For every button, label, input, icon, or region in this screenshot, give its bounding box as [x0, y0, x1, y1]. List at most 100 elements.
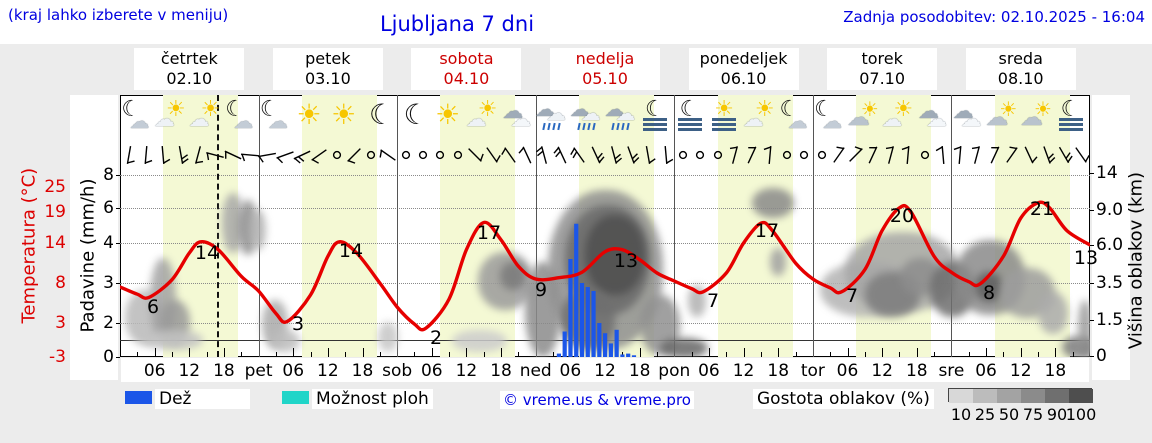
day-abbr-label: ned: [519, 361, 552, 381]
hour-tick: [656, 352, 658, 357]
rain-bar: [591, 291, 596, 357]
fog-line: [1058, 123, 1083, 126]
hour-tick: [553, 352, 555, 357]
hour-label: 18: [490, 361, 512, 381]
temperature-label: 17: [476, 222, 502, 244]
hour-tick: [899, 352, 901, 357]
rain-bar: [556, 353, 562, 357]
hour-tick: [847, 348, 849, 357]
temp-axis-title: Temperatura (°C): [18, 167, 40, 324]
density-tick-label: 25: [974, 405, 996, 424]
raindrop-mark: [626, 122, 631, 131]
day-abbr-label: sob: [382, 361, 413, 381]
wind-barb-icon: [664, 145, 673, 165]
sun-icon: ☀: [293, 99, 329, 135]
temperature-label: 2: [429, 327, 443, 349]
cloud-blob: [770, 248, 786, 276]
rain-swatch: [125, 391, 152, 404]
icon-part: ☁: [846, 105, 870, 131]
icon-part: ☾: [403, 98, 429, 131]
temperature-curve: [120, 200, 1090, 332]
hour-label: 12: [178, 361, 201, 381]
icon-part: ☁: [881, 107, 903, 131]
axis-tick: [1090, 320, 1094, 321]
day-date: 08.10: [997, 69, 1044, 88]
wind-barb-icon: [885, 146, 894, 164]
icon-part: ☀: [999, 97, 1018, 121]
temp-tick-label: 25: [44, 177, 66, 197]
axis-tick: [116, 208, 120, 209]
raindrop-mark: [616, 122, 621, 131]
wind-barb-icon: [1058, 146, 1073, 164]
day-abbr-label: sre: [938, 361, 965, 381]
wind-barb-icon: [275, 151, 294, 164]
rain-cloud-icon: ☁ ☁: [604, 99, 640, 135]
hour-label: 12: [732, 361, 755, 381]
icon-part: ☀: [860, 97, 879, 121]
cloud-blob: [752, 188, 794, 218]
wind-barb-icon: [346, 148, 361, 164]
hour-label: 06: [698, 361, 720, 381]
calm-wind-icon: [332, 150, 341, 160]
icon-part: ☁: [546, 101, 567, 125]
icon-part: ☁: [926, 107, 948, 131]
icon-part: ☀: [165, 97, 186, 122]
calm-wind-icon: [678, 150, 688, 160]
temperature-label: 9: [534, 279, 548, 301]
icon-part: ☁: [742, 107, 764, 131]
axis-tick: [1090, 173, 1094, 174]
day-abbr-label: pon: [658, 361, 691, 381]
wind-barb-icon: [293, 150, 311, 164]
hour-tick: [431, 348, 433, 357]
icon-part: ☁: [267, 109, 288, 133]
cloud-blob: [1080, 338, 1090, 357]
axis-tick: [1090, 245, 1094, 246]
temp-tick-label: 14: [44, 233, 66, 253]
copyright-link[interactable]: © vreme.us & vreme.pro: [500, 391, 694, 409]
icon-part: ☾: [368, 98, 394, 131]
density-cell: [997, 389, 1021, 403]
temperature-label: 6: [146, 296, 160, 318]
now-line: [217, 95, 220, 357]
hour-tick: [830, 352, 832, 357]
calm-wind-icon: [696, 150, 705, 160]
density-tick-label: 75: [1022, 405, 1044, 424]
day-name: ponedeljek: [699, 49, 788, 68]
icon-part: ☾: [1060, 97, 1081, 122]
hour-label: 12: [455, 361, 478, 381]
wind-barb-icon: [646, 146, 656, 164]
rain-bar: [608, 343, 613, 357]
precip-tick-label: 0: [103, 347, 114, 367]
day-date: 02.10: [166, 69, 213, 88]
day-name: četrtek: [160, 49, 218, 68]
rain-bar: [614, 329, 619, 357]
page-title: Ljubljana 7 dni: [379, 12, 535, 36]
hour-tick: [916, 348, 918, 357]
cloud-tick-label: 14: [1096, 163, 1118, 183]
wind-barb-icon: [747, 146, 757, 164]
day-separator: [397, 95, 399, 357]
cloud-blob: [143, 330, 203, 350]
hour-tick: [518, 352, 520, 357]
hour-tick: [171, 352, 173, 357]
fog-line: [1058, 118, 1083, 121]
hour-tick: [154, 348, 156, 357]
day-date: 06.10: [720, 69, 767, 88]
moon-icon: ☾: [362, 99, 398, 135]
axis-tick: [1090, 210, 1094, 211]
cloud-tick-label: 1.5: [1096, 310, 1124, 330]
hour-tick: [708, 348, 710, 357]
cloud-tick-label: 0: [1096, 346, 1107, 366]
wind-barb-icon: [935, 145, 945, 165]
icon-part: ☁: [787, 109, 808, 133]
day-header: sobota 04.10: [411, 48, 522, 90]
raindrop-mark: [621, 122, 626, 131]
cloud-tick-label: 9.0: [1096, 200, 1124, 220]
menu-hint: (kraj lahko izberete v meniju): [8, 6, 229, 24]
cloud-blob: [378, 322, 398, 352]
clouds-icon: ☁ ☁: [951, 99, 987, 135]
icon-part: ☁: [580, 101, 601, 125]
hour-tick: [1038, 352, 1040, 357]
icon-part: ☀: [1034, 97, 1052, 121]
hour-tick: [293, 348, 295, 357]
